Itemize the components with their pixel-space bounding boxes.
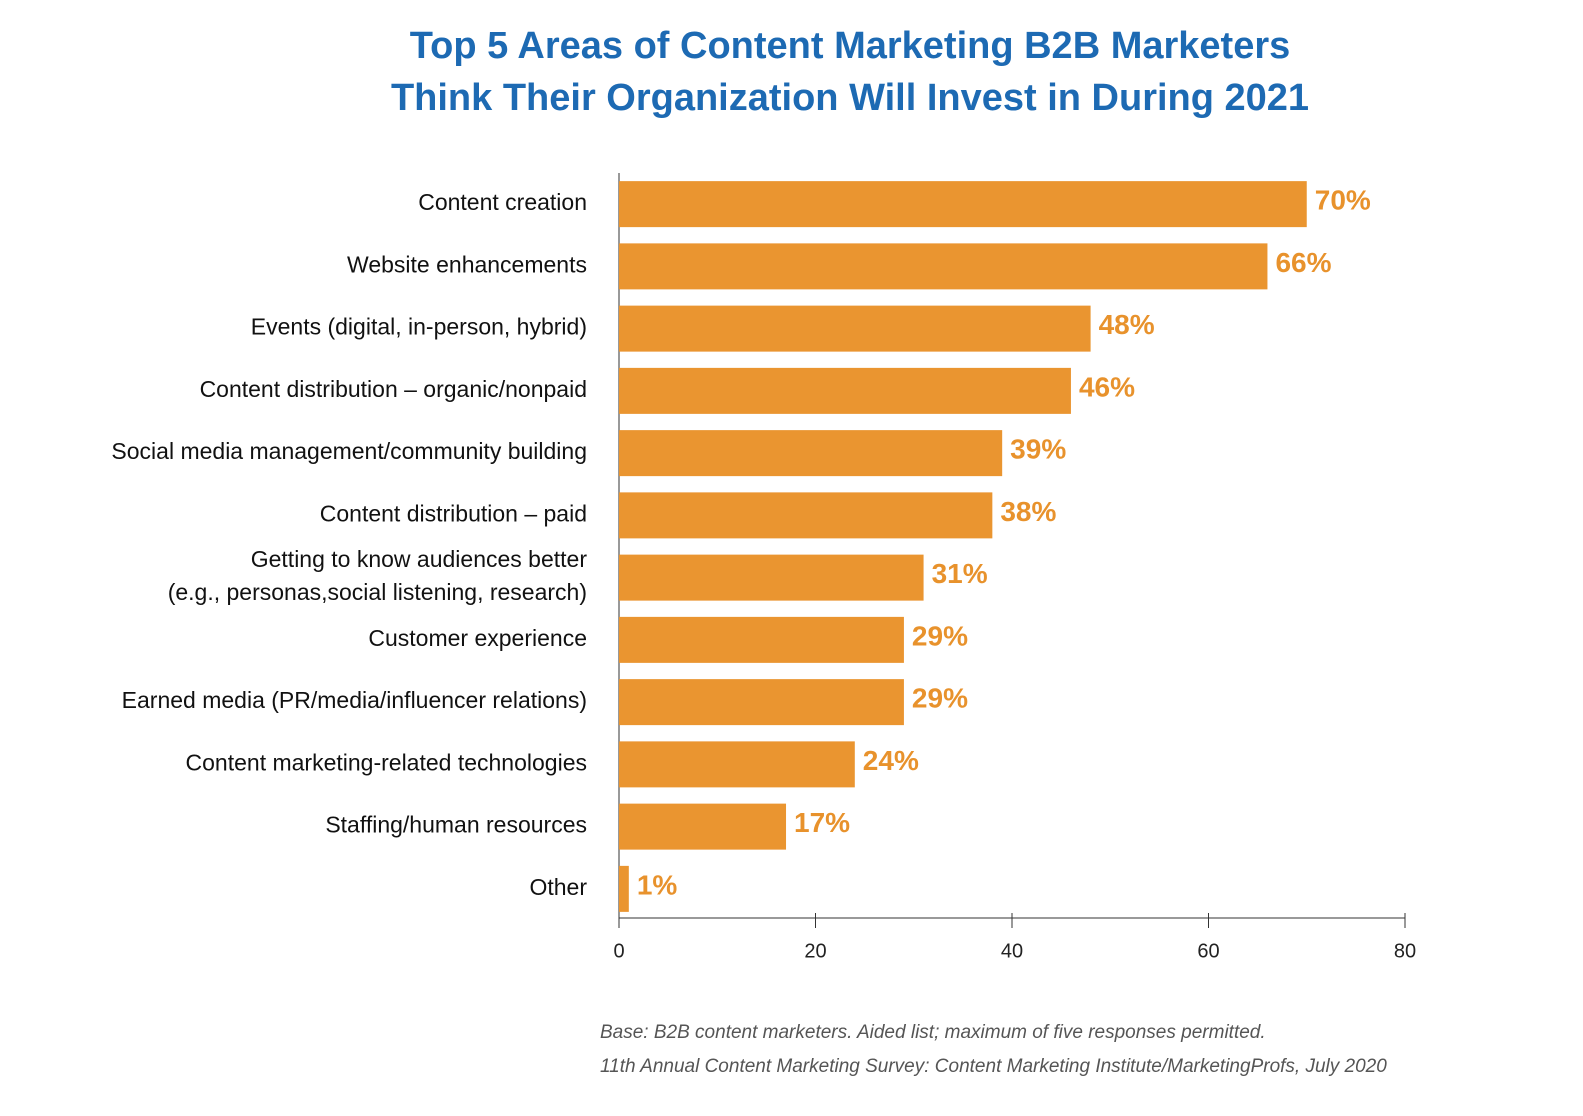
value-label: 66% <box>1275 247 1331 278</box>
value-label: 38% <box>1000 496 1056 527</box>
footnote: Base: B2B content marketers. Aided list;… <box>600 1022 1266 1043</box>
value-label: 29% <box>912 683 968 714</box>
x-tick-label: 0 <box>613 940 624 962</box>
footnote: 11th Annual Content Marketing Survey: Co… <box>600 1056 1387 1077</box>
y-tick-label: Content distribution – paid <box>320 500 587 526</box>
y-tick-label: Staffing/human resources <box>325 812 587 838</box>
value-label: 31% <box>932 558 988 589</box>
bar <box>619 679 904 726</box>
bar <box>619 865 629 912</box>
bar <box>619 367 1071 414</box>
chart-title: Top 5 Areas of Content Marketing B2B Mar… <box>391 25 1309 119</box>
bar <box>619 803 787 850</box>
bar <box>619 181 1307 228</box>
x-tick-label: 40 <box>1001 940 1023 962</box>
bar <box>619 554 924 601</box>
value-label: 29% <box>912 620 968 651</box>
y-tick-label: Other <box>529 874 587 900</box>
x-tick-label: 20 <box>804 940 826 962</box>
y-tick-label: Getting to know audiences better (e.g., p… <box>168 546 588 605</box>
value-label: 70% <box>1315 185 1371 216</box>
value-label: 39% <box>1010 434 1066 465</box>
value-label: 17% <box>794 807 850 838</box>
y-tick-label: Social media management/community buildi… <box>111 438 587 464</box>
bar <box>619 492 993 539</box>
y-tick-label: Content creation <box>418 189 587 215</box>
value-label: 46% <box>1079 371 1135 402</box>
y-tick-label: Events (digital, in-person, hybrid) <box>251 314 587 340</box>
value-label: 1% <box>637 869 678 900</box>
y-tick-label: Website enhancements <box>347 251 587 277</box>
y-tick-label: Content distribution – organic/nonpaid <box>200 376 587 402</box>
y-tick-label: Content marketing-related technologies <box>186 749 587 775</box>
y-tick-label: Earned media (PR/media/influencer relati… <box>122 687 587 713</box>
x-tick-label: 80 <box>1394 940 1416 962</box>
bar <box>619 616 904 663</box>
bar <box>619 430 1003 477</box>
bar <box>619 243 1268 290</box>
value-label: 24% <box>863 745 919 776</box>
y-tick-label: Customer experience <box>368 625 587 651</box>
bar <box>619 305 1091 352</box>
x-tick-label: 60 <box>1197 940 1219 962</box>
value-label: 48% <box>1099 309 1155 340</box>
bar <box>619 741 855 788</box>
